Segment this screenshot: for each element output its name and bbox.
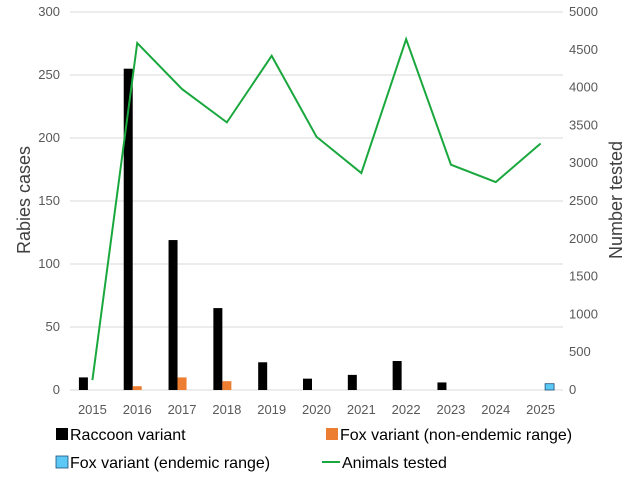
legend-swatch-raccoon [56, 428, 68, 440]
x-tick-label: 2016 [123, 402, 152, 417]
bar-fox-nonendemic [177, 377, 187, 390]
y-tick-label: 250 [38, 67, 60, 82]
x-tick-label: 2019 [257, 402, 286, 417]
bar-raccoon [213, 308, 223, 390]
y2-tick-label: 4500 [569, 42, 598, 57]
y2-tick-label: 0 [569, 382, 576, 397]
gridlines [70, 11, 563, 391]
x-tick-label: 2017 [168, 402, 197, 417]
y2-tick-label: 500 [569, 344, 591, 359]
legend-swatch-fox-nonendemic [326, 428, 338, 440]
bars [78, 68, 555, 391]
bar-fox-endemic [544, 383, 555, 391]
y-tick-label: 200 [38, 130, 60, 145]
y-tick-label: 150 [38, 193, 60, 208]
x-tick-label: 2023 [436, 402, 465, 417]
y-axis-title: Rabies cases [14, 146, 34, 254]
x-tick-label: 2025 [526, 402, 555, 417]
y2-tick-label: 3500 [569, 117, 598, 132]
x-tick-label: 2022 [392, 402, 421, 417]
x-tick-label: 2015 [78, 402, 107, 417]
y2-axis-title: Number tested [606, 141, 626, 259]
x-tick-label: 2021 [347, 402, 376, 417]
y2-tick-label: 4000 [569, 80, 598, 95]
bar-raccoon [168, 240, 178, 390]
bar-raccoon [258, 362, 268, 390]
legend-swatch-fox-endemic [55, 455, 69, 469]
left-axis-ticks: 0 50 100 150 200 250 300 [38, 4, 60, 397]
x-tick-label: 2018 [212, 402, 241, 417]
bar-raccoon [78, 377, 88, 390]
y2-tick-label: 1000 [569, 306, 598, 321]
legend-label-raccoon: Raccoon variant [70, 427, 186, 444]
y2-tick-label: 2000 [569, 231, 598, 246]
bar-raccoon [392, 361, 402, 390]
x-tick-label: 2020 [302, 402, 331, 417]
y-tick-label: 100 [38, 256, 60, 271]
legend: Raccoon variant Fox variant (non-endemic… [55, 427, 572, 472]
y-tick-label: 50 [46, 319, 60, 334]
bar-fox-nonendemic [132, 386, 142, 390]
y2-tick-label: 3000 [569, 155, 598, 170]
right-axis-ticks: 0 500 1000 1500 2000 2500 3000 3500 4000 4500 5000 [569, 4, 598, 397]
legend-label-animals-tested: Animals tested [342, 455, 447, 472]
legend-label-fox-nonendemic: Fox variant (non-endemic range) [340, 427, 572, 444]
bar-raccoon [347, 374, 357, 390]
x-tick-label: 2024 [481, 402, 510, 417]
y2-tick-label: 5000 [569, 4, 598, 19]
x-axis-ticks: 2015 2016 2017 2018 2019 2020 2021 2022 2023 2024… [78, 402, 555, 417]
bar-raccoon [123, 68, 133, 390]
animals-tested-line [91, 36, 542, 381]
y-tick-label: 300 [38, 4, 60, 19]
legend-label-fox-endemic: Fox variant (endemic range) [70, 455, 270, 472]
bar-fox-nonendemic [222, 381, 232, 390]
bar-raccoon [437, 382, 447, 390]
y-tick-label: 0 [53, 382, 60, 397]
y2-tick-label: 1500 [569, 269, 598, 284]
animals-tested-polyline [91, 36, 542, 381]
bar-raccoon [303, 378, 312, 390]
y2-tick-label: 2500 [569, 193, 598, 208]
